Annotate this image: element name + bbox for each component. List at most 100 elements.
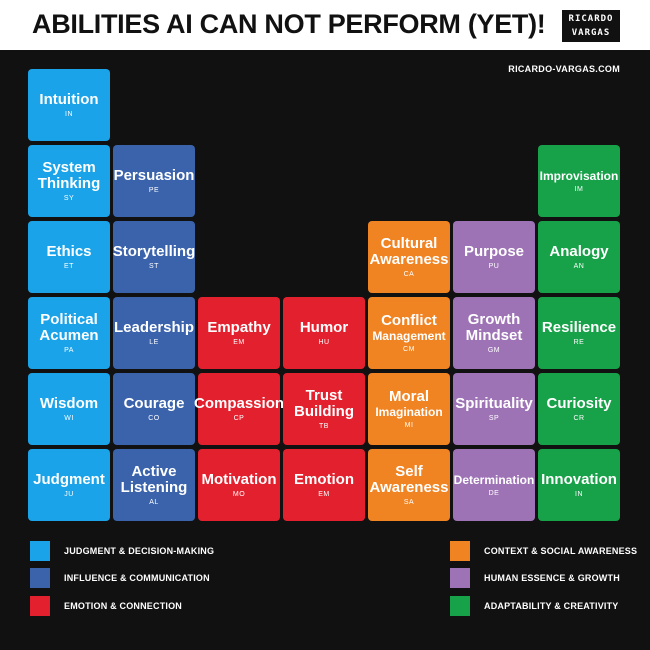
tile-abbr: EM [318,491,330,498]
tile-name: Conflict [381,312,437,329]
tile-resilience: Resilience RE [538,297,620,369]
tile-name: Wisdom [39,395,99,412]
tile-abbr: ST [149,263,159,270]
tile-name: Growth Mindset [465,311,523,344]
tile-abbr: PU [488,263,500,270]
tile-name: Courage [123,395,185,412]
legend-swatch [30,596,50,616]
tile-innovation: Innovation IN [538,449,620,521]
tile-storytelling: Storytelling ST [113,221,195,293]
tile-abbr: IM [574,186,584,193]
title-part: ABILITIES [32,9,167,39]
legend-item-influence: INFLUENCE & COMMUNICATION [30,568,210,588]
tile-name: Storytelling [112,243,196,260]
tile-abbr: CP [233,415,245,422]
tile-cultural-awareness: Cultural Awareness CA [368,221,450,293]
legend-item-judgment: JUDGMENT & DECISION-MAKING [30,541,214,561]
tile-intuition: Intuition IN [28,69,110,141]
legend-label: CONTEXT & SOCIAL AWARENESS [484,546,638,556]
tile-abbr: TB [319,423,329,430]
tile-abbr: CO [148,415,160,422]
tile-abbr: CA [403,271,415,278]
tile-name: Intuition [39,91,99,108]
title-part: CAN NOT PERFORM (YET)! [192,9,546,39]
logo-line: RICARDO [568,14,614,24]
tile-compassion: Compassion CP [194,373,284,445]
tile-abbr: LE [149,339,159,346]
tile-abbr: SP [488,415,500,422]
legend-label: EMOTION & CONNECTION [64,601,182,611]
tile-abbr: JU [64,491,74,498]
tile-abbr: MI [404,422,414,429]
tile-name: Persuasion [113,167,195,184]
tile-persuasion: Persuasion PE [113,145,195,217]
tile-curiosity: Curiosity CR [538,373,620,445]
tile-emotion: Emotion EM [283,449,365,521]
tile-improvisation: Improvisation IM [538,145,620,217]
ricardo-vargas-logo: RICARDO VARGAS [562,10,620,42]
tile-abbr: EM [233,339,245,346]
tile-abbr: PE [148,187,160,194]
legend-item-human: HUMAN ESSENCE & GROWTH [450,568,620,588]
tile-name: Resilience [541,319,617,336]
tile-name-line2: Management [372,329,446,343]
tile-ethics: Ethics ET [28,221,110,293]
logo-line: VARGAS [571,28,611,38]
legend-swatch [30,568,50,588]
tile-abbr: IN [65,111,73,118]
tile-courage: Courage CO [113,373,195,445]
legend-item-emotion: EMOTION & CONNECTION [30,596,182,616]
tile-abbr: SA [403,499,415,506]
tile-system-thinking: System Thinking SY [28,145,110,217]
tile-motivation: Motivation MO [198,449,280,521]
tile-name: Analogy [549,243,609,260]
tile-name: Emotion [294,471,354,488]
legend-label: INFLUENCE & COMMUNICATION [64,573,210,583]
tile-moral-imagination: Moral Imagination MI [368,373,450,445]
tile-determination: Determination DE [453,449,535,521]
tile-abbr: PA [64,347,74,354]
tile-abbr: CM [403,346,415,353]
tile-trust-building: Trust Building TB [283,373,365,445]
tile-name: Innovation [541,471,617,488]
page-title: ABILITIES AI CAN NOT PERFORM (YET)! [32,9,546,40]
tile-name: Determination [453,473,535,487]
tile-name: Humor [299,319,349,336]
legend-swatch [450,541,470,561]
tile-empathy: Empathy EM [198,297,280,369]
tile-name: Spirituality [455,395,533,412]
tile-abbr: AL [149,499,159,506]
legend-swatch [30,541,50,561]
tile-spirituality: Spirituality SP [453,373,535,445]
tile-name: Judgment [33,471,105,488]
tile-self-awareness: Self Awareness SA [368,449,450,521]
tile-political-acumen: Political Acumen PA [28,297,110,369]
legend-swatch [450,568,470,588]
tile-name: Active Listening [120,463,188,496]
header-bar: ABILITIES AI CAN NOT PERFORM (YET)! RICA… [0,0,650,50]
tile-leadership: Leadership LE [113,297,195,369]
legend-item-context: CONTEXT & SOCIAL AWARENESS [450,541,637,561]
tile-judgment: Judgment JU [28,449,110,521]
tile-name: Leadership [113,319,195,336]
tile-name: Self Awareness [369,463,449,496]
tile-humor: Humor HU [283,297,365,369]
tile-name: Moral [388,388,429,405]
tile-name: Trust Building [294,387,354,420]
tile-name: System Thinking [37,159,101,192]
tile-name: Improvisation [539,169,619,183]
legend-swatch [450,596,470,616]
tile-abbr: IN [575,491,583,498]
tile-analogy: Analogy AN [538,221,620,293]
tile-name: Purpose [463,243,524,260]
site-url: RICARDO-VARGAS.COM [508,64,620,74]
tile-growth-mindset: Growth Mindset GM [453,297,535,369]
tile-abbr: SY [63,195,75,202]
tile-abbr: GM [487,347,501,354]
tile-name: Cultural Awareness [369,235,449,268]
tile-abbr: MO [232,491,246,498]
tile-abbr: ET [64,263,74,270]
tile-name: Empathy [207,319,271,336]
tile-abbr: RE [573,339,585,346]
